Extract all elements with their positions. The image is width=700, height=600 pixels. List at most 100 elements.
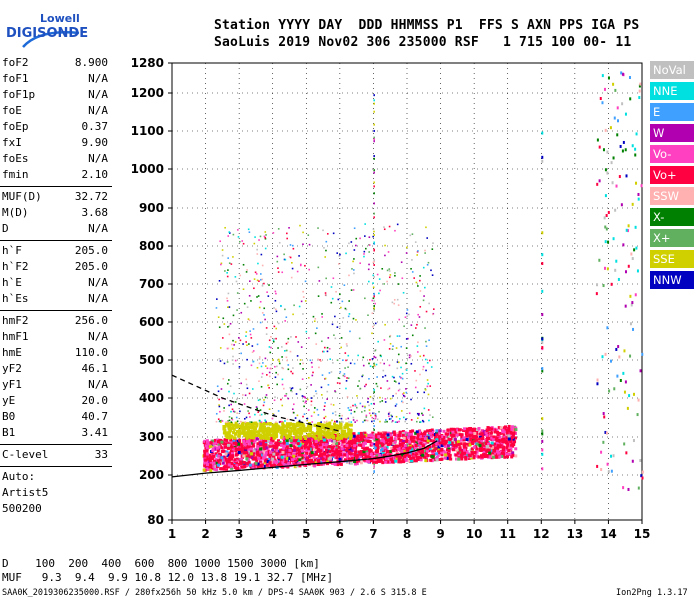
echo-point (346, 423, 350, 427)
echo-point (291, 390, 293, 393)
echo-point (350, 440, 354, 444)
echo-point (237, 450, 241, 454)
echo-point (433, 435, 437, 439)
echo-point (614, 88, 617, 92)
echo-point (236, 439, 240, 443)
echo-point (475, 447, 479, 451)
y-tick-label: 200 (139, 468, 164, 482)
echo-point (208, 459, 212, 463)
echo-point (236, 309, 238, 311)
echo-point (440, 444, 444, 448)
echo-point (437, 445, 441, 449)
echo-point (275, 443, 279, 447)
echo-point (205, 449, 209, 453)
echo-point (373, 459, 375, 462)
echo-point (389, 457, 393, 461)
echo-point (292, 448, 296, 452)
echo-point (291, 267, 294, 270)
echo-point (299, 436, 303, 440)
echo-point (396, 454, 400, 458)
echo-point (269, 438, 273, 442)
echo-point (264, 357, 267, 360)
echo-point (602, 440, 605, 444)
echo-point (245, 331, 248, 333)
echo-point (216, 385, 219, 388)
echo-point (403, 431, 407, 435)
echo-point (326, 435, 330, 439)
echo-point (216, 438, 220, 442)
echo-point (423, 436, 427, 440)
echo-point (300, 263, 302, 266)
echo-point (264, 365, 267, 367)
echo-point (314, 438, 318, 442)
echo-point (359, 431, 363, 435)
echo-point (541, 337, 544, 341)
echo-point (395, 431, 399, 435)
echo-point (430, 366, 433, 368)
echo-point (310, 361, 313, 364)
echo-point (250, 364, 253, 367)
echo-point (353, 452, 357, 456)
echo-point (506, 452, 510, 456)
echo-point (488, 451, 492, 455)
echo-point (460, 457, 464, 461)
echo-point (422, 266, 425, 269)
echo-point (366, 419, 369, 422)
echo-point (541, 178, 544, 182)
echo-point (506, 442, 510, 446)
echo-point (339, 449, 343, 453)
echo-point (364, 297, 366, 300)
echo-point (282, 462, 286, 466)
echo-point (260, 421, 263, 423)
echo-point (276, 383, 278, 386)
echo-point (264, 318, 266, 321)
echo-point (358, 450, 362, 454)
echo-point (361, 375, 364, 378)
echo-point (486, 445, 490, 449)
echo-point (373, 395, 375, 398)
echo-point (427, 393, 430, 396)
echo-point (287, 397, 290, 400)
echo-point (604, 352, 607, 356)
echo-point (421, 434, 425, 438)
echo-point (427, 261, 430, 264)
echo-point (307, 409, 310, 411)
echo-point (305, 400, 307, 403)
echo-point (305, 429, 309, 433)
echo-point (487, 442, 491, 446)
echo-point (380, 439, 384, 443)
echo-point (376, 443, 380, 447)
echo-point (276, 365, 278, 368)
echo-point (396, 223, 399, 226)
echo-point (373, 185, 375, 188)
echo-point (252, 360, 254, 363)
echo-point (344, 367, 346, 369)
echo-point (443, 456, 447, 460)
echo-point (322, 438, 326, 442)
echo-point (458, 433, 462, 437)
footer-muf-row: MUF 9.3 9.4 9.9 10.8 12.0 13.8 19.1 32.7… (2, 571, 334, 584)
echo-point (229, 322, 232, 325)
echo-point (458, 446, 462, 450)
echo-point (614, 268, 617, 272)
echo-point (407, 432, 411, 436)
echo-point (203, 461, 207, 465)
echo-point (296, 421, 300, 425)
echo-point (263, 399, 265, 401)
echo-point (213, 467, 217, 471)
echo-point (375, 454, 379, 458)
echo-point (428, 302, 430, 305)
echo-point (266, 460, 270, 464)
echo-point (297, 435, 301, 439)
echo-point (295, 464, 299, 468)
echo-point (268, 408, 271, 410)
echo-point (227, 436, 231, 440)
echo-point (239, 457, 243, 461)
echo-point (255, 457, 259, 461)
echo-point (231, 447, 235, 451)
y-tick-label: 400 (139, 391, 164, 405)
echo-point (267, 453, 271, 457)
echo-point (411, 334, 414, 337)
echo-point (343, 284, 346, 286)
echo-point (395, 403, 398, 406)
